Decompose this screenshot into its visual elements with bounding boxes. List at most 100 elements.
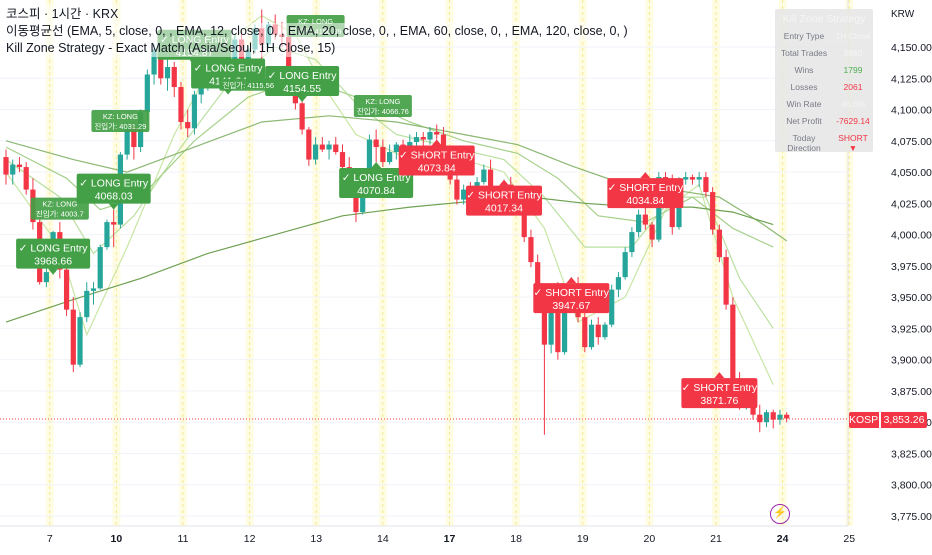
candle[interactable] bbox=[481, 164, 487, 185]
candle[interactable] bbox=[716, 224, 722, 263]
candle[interactable] bbox=[387, 144, 393, 165]
candle[interactable] bbox=[97, 244, 103, 290]
candle-body bbox=[131, 127, 137, 148]
candle[interactable] bbox=[393, 142, 399, 160]
candle[interactable] bbox=[609, 284, 615, 328]
symbol-line[interactable]: 코스피 · 1시간 · KRX bbox=[6, 6, 119, 23]
candle[interactable] bbox=[326, 140, 332, 160]
candle[interactable] bbox=[595, 317, 601, 345]
candle-body bbox=[763, 412, 770, 423]
candle[interactable] bbox=[164, 59, 171, 91]
candle[interactable] bbox=[299, 99, 305, 135]
candle-body bbox=[622, 252, 628, 278]
candle[interactable] bbox=[373, 129, 379, 163]
candle[interactable] bbox=[454, 172, 460, 205]
candle[interactable] bbox=[784, 412, 790, 423]
candle[interactable] bbox=[703, 172, 709, 198]
candle[interactable] bbox=[629, 227, 635, 258]
candle[interactable] bbox=[622, 247, 628, 280]
candle[interactable] bbox=[306, 127, 312, 166]
candle-body bbox=[602, 324, 608, 338]
currency-label[interactable]: KRW bbox=[891, 9, 915, 20]
time-axis[interactable]: 7 10 11 12 13 14 17 18 19 20 21 24 25 bbox=[47, 533, 855, 545]
candle[interactable] bbox=[319, 137, 325, 153]
candle[interactable] bbox=[3, 149, 9, 185]
candle[interactable] bbox=[84, 282, 90, 323]
price-axis[interactable]: 3,775.003,800.003,825.003,850.003,875.00… bbox=[891, 42, 932, 523]
lightning-icon[interactable]: ⚡ bbox=[770, 504, 790, 524]
candle-body bbox=[696, 177, 702, 180]
price-tick-label: 3,875.00 bbox=[891, 386, 932, 398]
candle[interactable] bbox=[77, 312, 83, 368]
candle[interactable] bbox=[63, 259, 70, 316]
kz-title: KZ: LONG bbox=[298, 17, 333, 26]
price-tick-label: 3,925.00 bbox=[891, 323, 932, 335]
candle[interactable] bbox=[636, 209, 642, 238]
candle[interactable] bbox=[588, 319, 595, 350]
candle[interactable] bbox=[582, 309, 588, 353]
candle[interactable] bbox=[615, 272, 622, 298]
candle[interactable] bbox=[380, 139, 386, 168]
candle[interactable] bbox=[16, 157, 23, 173]
price-tick-label: 3,775.00 bbox=[891, 511, 932, 523]
strategy-indicator-line[interactable]: Kill Zone Strategy - Exact Match (Asia/S… bbox=[6, 40, 336, 57]
candle-body bbox=[326, 144, 332, 150]
candle[interactable] bbox=[730, 297, 736, 385]
candle[interactable] bbox=[185, 109, 191, 138]
candle[interactable] bbox=[602, 322, 608, 340]
candle[interactable] bbox=[111, 209, 117, 248]
candle[interactable] bbox=[710, 187, 716, 235]
candle[interactable] bbox=[23, 162, 29, 195]
candle[interactable] bbox=[427, 127, 433, 145]
candle-body bbox=[689, 177, 696, 180]
date-tick-label: 19 bbox=[577, 533, 589, 545]
candle[interactable] bbox=[339, 144, 346, 173]
candle[interactable] bbox=[43, 265, 49, 288]
candle[interactable] bbox=[777, 409, 783, 425]
kz-label[interactable]: 진입가: 4115.56 bbox=[219, 78, 278, 91]
candle-body bbox=[561, 304, 568, 353]
candle[interactable] bbox=[757, 404, 763, 433]
candle[interactable] bbox=[723, 249, 729, 310]
candle[interactable] bbox=[312, 137, 319, 165]
ema-line bbox=[5, 196, 774, 323]
candle[interactable] bbox=[90, 282, 97, 305]
candle[interactable] bbox=[70, 297, 76, 373]
candle[interactable] bbox=[683, 172, 689, 185]
candle[interactable] bbox=[528, 229, 534, 268]
candle[interactable] bbox=[178, 82, 184, 130]
signal-label: ✓ LONG Entry bbox=[19, 243, 89, 255]
candle[interactable] bbox=[333, 137, 339, 155]
candle[interactable] bbox=[763, 409, 770, 428]
candle[interactable] bbox=[770, 409, 776, 429]
candle[interactable] bbox=[10, 159, 16, 185]
candle[interactable] bbox=[420, 132, 426, 148]
candle[interactable] bbox=[191, 90, 198, 135]
candle[interactable] bbox=[171, 62, 177, 98]
candle[interactable] bbox=[696, 172, 702, 188]
ma-indicator-line[interactable]: 이동평균선 (EMA, 5, close, 0, , EMA, 12, clos… bbox=[6, 23, 628, 40]
stats-value: 3860 bbox=[843, 48, 863, 58]
candle[interactable] bbox=[461, 184, 467, 205]
stats-label: Net Profit bbox=[786, 116, 822, 126]
candle[interactable] bbox=[689, 174, 696, 185]
candle[interactable] bbox=[104, 219, 110, 250]
candle[interactable] bbox=[434, 124, 440, 140]
candle[interactable] bbox=[649, 222, 655, 248]
candle-body bbox=[333, 144, 339, 153]
